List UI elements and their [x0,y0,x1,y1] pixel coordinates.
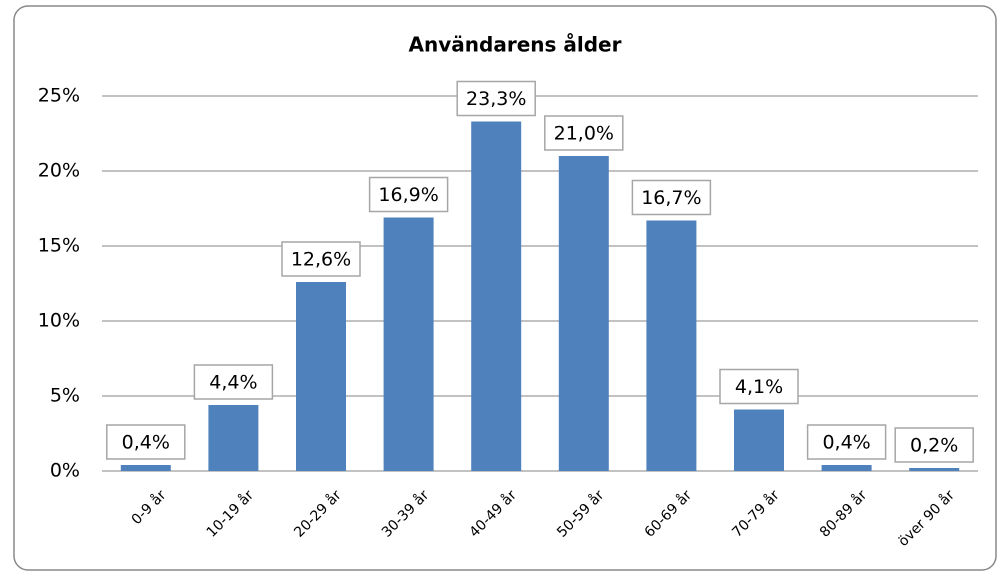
bar [120,465,171,471]
data-label: 23,3% [466,88,526,110]
data-label-box [456,80,536,117]
data-label: 21,0% [554,123,614,145]
bar [646,220,697,471]
y-tick-label: 20% [38,160,80,182]
data-label-box [106,424,186,460]
y-tick-label: 25% [38,85,80,107]
data-label-box [193,364,274,400]
data-label-box [631,179,712,216]
data-label-box [281,241,361,277]
y-tick-label: 10% [38,310,80,332]
data-label: 0,2% [910,435,958,457]
bar [734,409,784,471]
data-label: 0,4% [822,432,870,454]
bar [471,121,522,471]
data-label: 12,6% [291,249,351,271]
y-tick-label: 0% [50,460,80,482]
bar [296,282,346,471]
data-label-box [719,368,799,405]
data-label: 16,9% [378,184,438,206]
bar [558,156,609,471]
y-tick-label: 15% [38,235,80,257]
data-label: 4,1% [735,376,783,398]
data-label-box [894,427,974,463]
data-label-box [806,424,887,460]
bar [821,465,872,471]
bar [383,217,434,471]
data-label-box [544,115,624,151]
y-tick-label: 5% [50,385,80,407]
data-label: 4,4% [209,372,257,394]
data-label-box [368,176,449,213]
bar [909,468,960,471]
data-label: 16,7% [641,187,701,209]
bar [208,405,259,471]
chart-title: Användarens ålder [409,33,622,57]
data-label: 0,4% [122,432,170,454]
